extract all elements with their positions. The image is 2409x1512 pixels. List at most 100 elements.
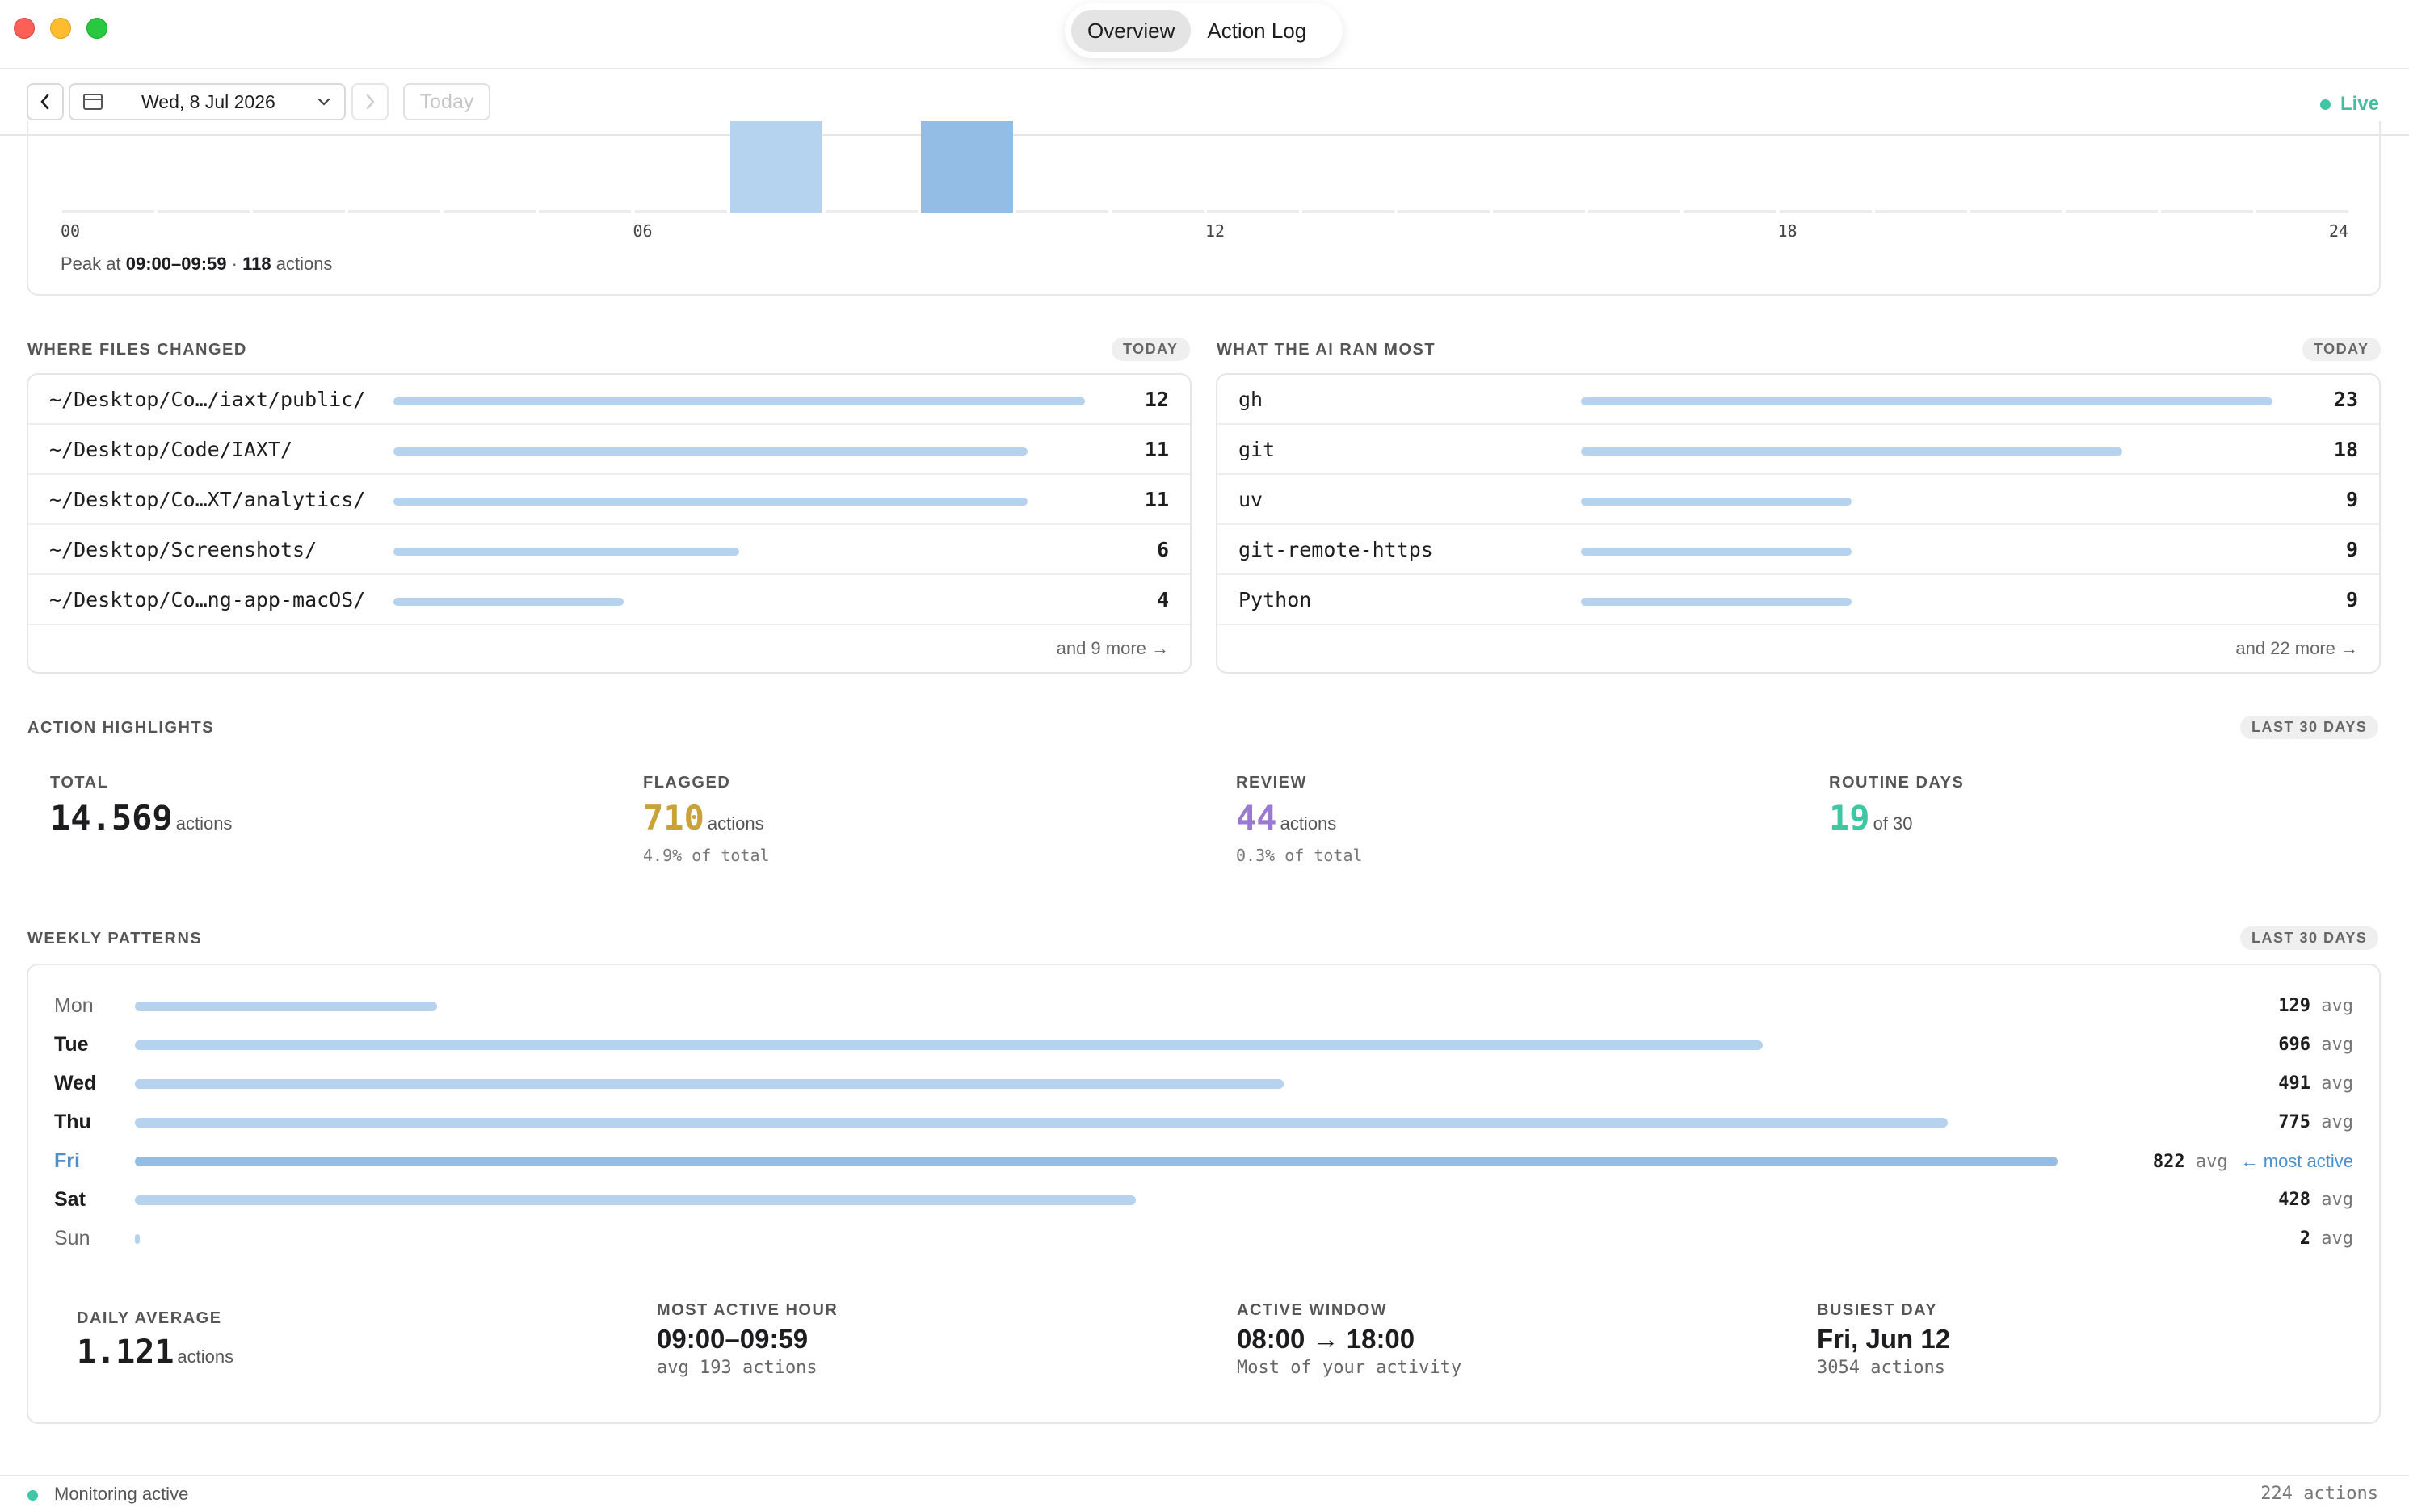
hour-slot-4 <box>444 210 536 213</box>
today-button[interactable]: Today <box>403 83 490 120</box>
commands-row-bar <box>1581 498 1852 506</box>
highlights-section-title: ACTION HIGHLIGHTS <box>27 719 215 737</box>
tab-action-log[interactable]: Action Log <box>1207 18 1307 43</box>
review-number: 44 <box>1236 798 1277 838</box>
commands-row-count: 23 <box>2333 388 2358 411</box>
daily-average-number: 1.121 <box>77 1334 174 1371</box>
files-row-bar <box>393 598 624 606</box>
commands-row-count: 9 <box>2345 588 2358 611</box>
weekday-bar <box>135 1118 1948 1128</box>
hour-axis-label: 12 <box>1205 221 1226 241</box>
next-day-button[interactable] <box>351 83 389 120</box>
files-row-label: ~/Desktop/Co…/iaxt/public/ <box>49 388 366 411</box>
previous-day-button[interactable] <box>27 83 64 120</box>
commands-row[interactable]: git-remote-https 9 <box>1217 525 2379 575</box>
weekday-bar <box>135 1079 1284 1089</box>
weekday-avg-number: 696 <box>2278 1035 2310 1055</box>
files-row[interactable]: ~/Desktop/Screenshots/6 <box>28 525 1190 575</box>
flagged-percent: 4.9% of total <box>643 846 770 865</box>
commands-row[interactable]: gh 23 <box>1217 375 2379 425</box>
files-row-label: ~/Desktop/Screenshots/ <box>49 538 317 561</box>
files-row-label: ~/Desktop/Code/IAXT/ <box>49 438 293 461</box>
weekday-value: 491 avg <box>2278 1073 2353 1094</box>
weekday-bar <box>135 1157 2058 1166</box>
files-row-count: 11 <box>1144 438 1169 461</box>
peak-separator: · <box>231 254 238 274</box>
weekday-row-thu: Thu 775 avg <box>28 1106 2379 1138</box>
busiest-day-value: Fri, Jun 12 <box>1817 1324 1951 1354</box>
hour-slot-17 <box>1684 210 1776 213</box>
hour-axis-label: 24 <box>2329 221 2349 241</box>
weekday-avg-number: 2 <box>2299 1228 2310 1249</box>
date-picker[interactable]: Wed, 8 Jul 2026 <box>69 83 346 120</box>
calendar-icon <box>83 94 103 110</box>
files-row-count: 11 <box>1144 488 1169 511</box>
weekday-avg-word: avg <box>2321 996 2353 1016</box>
commands-row-label: gh <box>1238 388 1263 411</box>
highlights-period-badge: LAST 30 DAYS <box>2240 716 2379 739</box>
total-number: 14.569 <box>50 798 173 838</box>
weekday-row-sun: Sun 2 avg <box>28 1222 2379 1254</box>
tab-overview[interactable]: Overview <box>1071 10 1192 52</box>
weekday-label: Fri <box>54 1149 80 1172</box>
weekly-patterns-card: Mon 129 avg Tue 696 avg Wed 491 avg Thu 775 avg… <box>27 964 2381 1424</box>
view-switcher: Overview Action Log <box>1065 3 1343 58</box>
files-row[interactable]: ~/Desktop/Co…XT/analytics/11 <box>28 475 1190 525</box>
weekday-avg-word: avg <box>2321 1190 2353 1210</box>
routine-days-unit: of 30 <box>1873 813 1913 834</box>
files-row[interactable]: ~/Desktop/Code/IAXT/11 <box>28 425 1190 475</box>
close-window-button[interactable] <box>14 18 35 39</box>
weekday-avg-word: avg <box>2321 1228 2353 1249</box>
weekday-row-fri: Fri 822 avg ← most active <box>28 1144 2379 1177</box>
hour-axis-label: 00 <box>61 221 81 241</box>
weekday-bar <box>135 1234 140 1244</box>
weekday-label: Wed <box>54 1072 97 1094</box>
minimize-window-button[interactable] <box>50 18 71 39</box>
commands-row-bar <box>1581 447 2122 456</box>
date-label: Wed, 8 Jul 2026 <box>141 90 275 112</box>
weekly-section-title: WEEKLY PATTERNS <box>27 930 203 947</box>
hour-slot-8 <box>825 210 918 213</box>
files-more-link[interactable]: and 9 more → <box>1056 638 1169 658</box>
weekday-value: 822 avg ← most active <box>2153 1151 2353 1172</box>
action-count: 224 actions <box>2260 1484 2378 1504</box>
files-row[interactable]: ~/Desktop/Co…/iaxt/public/12 <box>28 375 1190 425</box>
commands-row-bar <box>1581 397 2272 405</box>
weekday-avg-number: 775 <box>2278 1112 2310 1132</box>
commands-row[interactable]: uv 9 <box>1217 475 2379 525</box>
most-active-hour-label: MOST ACTIVE HOUR <box>657 1301 839 1319</box>
hour-slot-16 <box>1588 210 1681 213</box>
weekly-period-badge: LAST 30 DAYS <box>2240 926 2379 950</box>
hour-slot-15 <box>1493 210 1586 213</box>
files-row-count: 12 <box>1144 388 1169 411</box>
zoom-window-button[interactable] <box>86 18 107 39</box>
weekday-avg-number: 822 <box>2152 1152 2185 1172</box>
toolbar: Wed, 8 Jul 2026 Today Live <box>0 71 2409 136</box>
files-row-count: 6 <box>1156 538 1169 561</box>
commands-period-badge: TODAY <box>2302 338 2381 361</box>
hourly-activity-card: 00 06 12 18 24 Peak at 09:00–09:59 · 118 act… <box>27 121 2381 296</box>
hour-slot-12 <box>1207 210 1300 213</box>
weekday-label: Mon <box>54 994 94 1017</box>
commands-row[interactable]: git 18 <box>1217 425 2379 475</box>
hour-slot-5 <box>539 210 632 213</box>
hour-slot-18 <box>1779 210 1872 213</box>
hour-slot-3 <box>348 210 441 213</box>
commands-row[interactable]: Python 9 <box>1217 575 2379 625</box>
commands-row-label: Python <box>1238 588 1312 611</box>
daily-average-label: DAILY AVERAGE <box>77 1309 222 1327</box>
files-row[interactable]: ~/Desktop/Co…ng-app-macOS/4 <box>28 575 1190 625</box>
commands-card: gh 23 git 18 uv 9 git-remote-https 9 Python 9 and… <box>1216 373 2381 674</box>
weekday-avg-word: avg <box>2195 1152 2228 1172</box>
hour-slot-13 <box>1302 210 1395 213</box>
commands-row-bar <box>1581 598 1852 606</box>
weekday-value: 129 avg <box>2278 996 2353 1016</box>
peak-summary: Peak at 09:00–09:59 · 118 actions <box>61 254 332 275</box>
most-active-hour-sub: avg 193 actions <box>657 1358 818 1378</box>
files-row-bar <box>393 447 1028 456</box>
hour-slot-23 <box>2256 210 2348 213</box>
weekday-bar <box>135 1040 1764 1050</box>
flagged-number: 710 <box>643 798 704 838</box>
commands-more-link[interactable]: and 22 more → <box>2235 638 2358 658</box>
title-bar: Overview Action Log <box>0 0 2409 69</box>
